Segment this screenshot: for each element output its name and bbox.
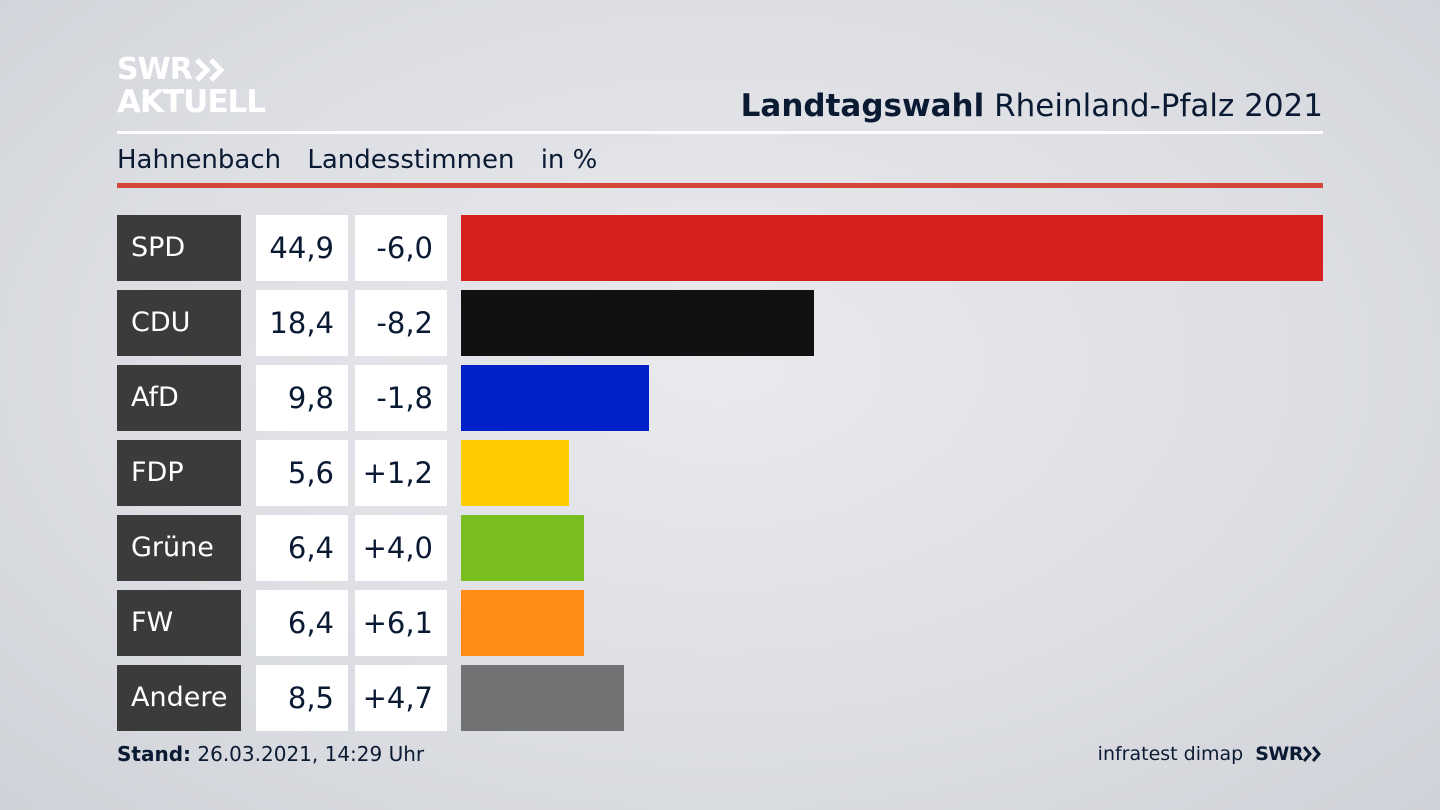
bar-row: Andere 8,5 +4,7	[117, 665, 1323, 731]
swr-footer-text: SWR	[1255, 743, 1303, 765]
vote-change-value: +1,2	[355, 440, 447, 506]
bar	[461, 290, 815, 356]
vote-share-value: 18,4	[256, 290, 348, 356]
vote-change-value: -1,8	[355, 365, 447, 431]
vote-share-value: 44,9	[256, 215, 348, 281]
chart-title: Landtagswahl Rheinland-Pfalz 2021	[741, 86, 1323, 126]
header-divider	[117, 131, 1323, 134]
measure-label: Landesstimmen	[307, 145, 515, 175]
vote-change-value: +6,1	[355, 590, 447, 656]
timestamp: Stand: 26.03.2021, 14:29 Uhr	[117, 740, 424, 768]
bar	[461, 515, 584, 581]
vote-share-value: 5,6	[256, 440, 348, 506]
logo-line-1: SWR	[117, 52, 193, 87]
bar-row: FW 6,4 +6,1	[117, 590, 1323, 656]
party-label: FDP	[117, 440, 241, 506]
bar-row: AfD 9,8 -1,8	[117, 365, 1323, 431]
swr-footer-logo: SWR	[1255, 740, 1323, 768]
bar-row: FDP 5,6 +1,2	[117, 440, 1323, 506]
party-label: FW	[117, 590, 241, 656]
party-label: CDU	[117, 290, 241, 356]
source-label: infratest dimap	[1097, 743, 1244, 765]
vote-share-value: 6,4	[256, 515, 348, 581]
party-label: AfD	[117, 365, 241, 431]
source-credit: infratest dimap SWR	[1098, 740, 1323, 768]
bar	[461, 440, 569, 506]
stand-label: Stand:	[117, 742, 192, 766]
party-label: SPD	[117, 215, 241, 281]
vote-share-value: 9,8	[256, 365, 348, 431]
title-rest: Rheinland-Pfalz 2021	[994, 88, 1323, 124]
vote-change-value: -8,2	[355, 290, 447, 356]
vote-change-value: -6,0	[355, 215, 447, 281]
double-chevron-icon	[195, 58, 225, 82]
location-label: Hahnenbach	[117, 145, 282, 175]
bar	[461, 590, 584, 656]
bar-row: CDU 18,4 -8,2	[117, 290, 1323, 356]
vote-share-value: 8,5	[256, 665, 348, 731]
bar	[461, 215, 1323, 281]
stand-value: 26.03.2021, 14:29 Uhr	[197, 742, 425, 766]
double-chevron-icon	[1303, 746, 1321, 762]
accent-divider	[117, 183, 1323, 188]
party-label: Grüne	[117, 515, 241, 581]
bar-row: SPD 44,9 -6,0	[117, 215, 1323, 281]
vote-change-value: +4,0	[355, 515, 447, 581]
party-label: Andere	[117, 665, 241, 731]
chart-subtitle: Hahnenbach Landesstimmen in %	[117, 143, 615, 177]
logo-line-2: AKTUELL	[117, 84, 266, 120]
bar	[461, 665, 625, 731]
vote-share-value: 6,4	[256, 590, 348, 656]
title-strong: Landtagswahl	[740, 88, 985, 124]
swr-aktuell-logo: SWR AKTUELL	[117, 52, 266, 120]
bar-row: Grüne 6,4 +4,0	[117, 515, 1323, 581]
vote-change-value: +4,7	[355, 665, 447, 731]
unit-label: in %	[540, 145, 598, 175]
bar	[461, 365, 650, 431]
